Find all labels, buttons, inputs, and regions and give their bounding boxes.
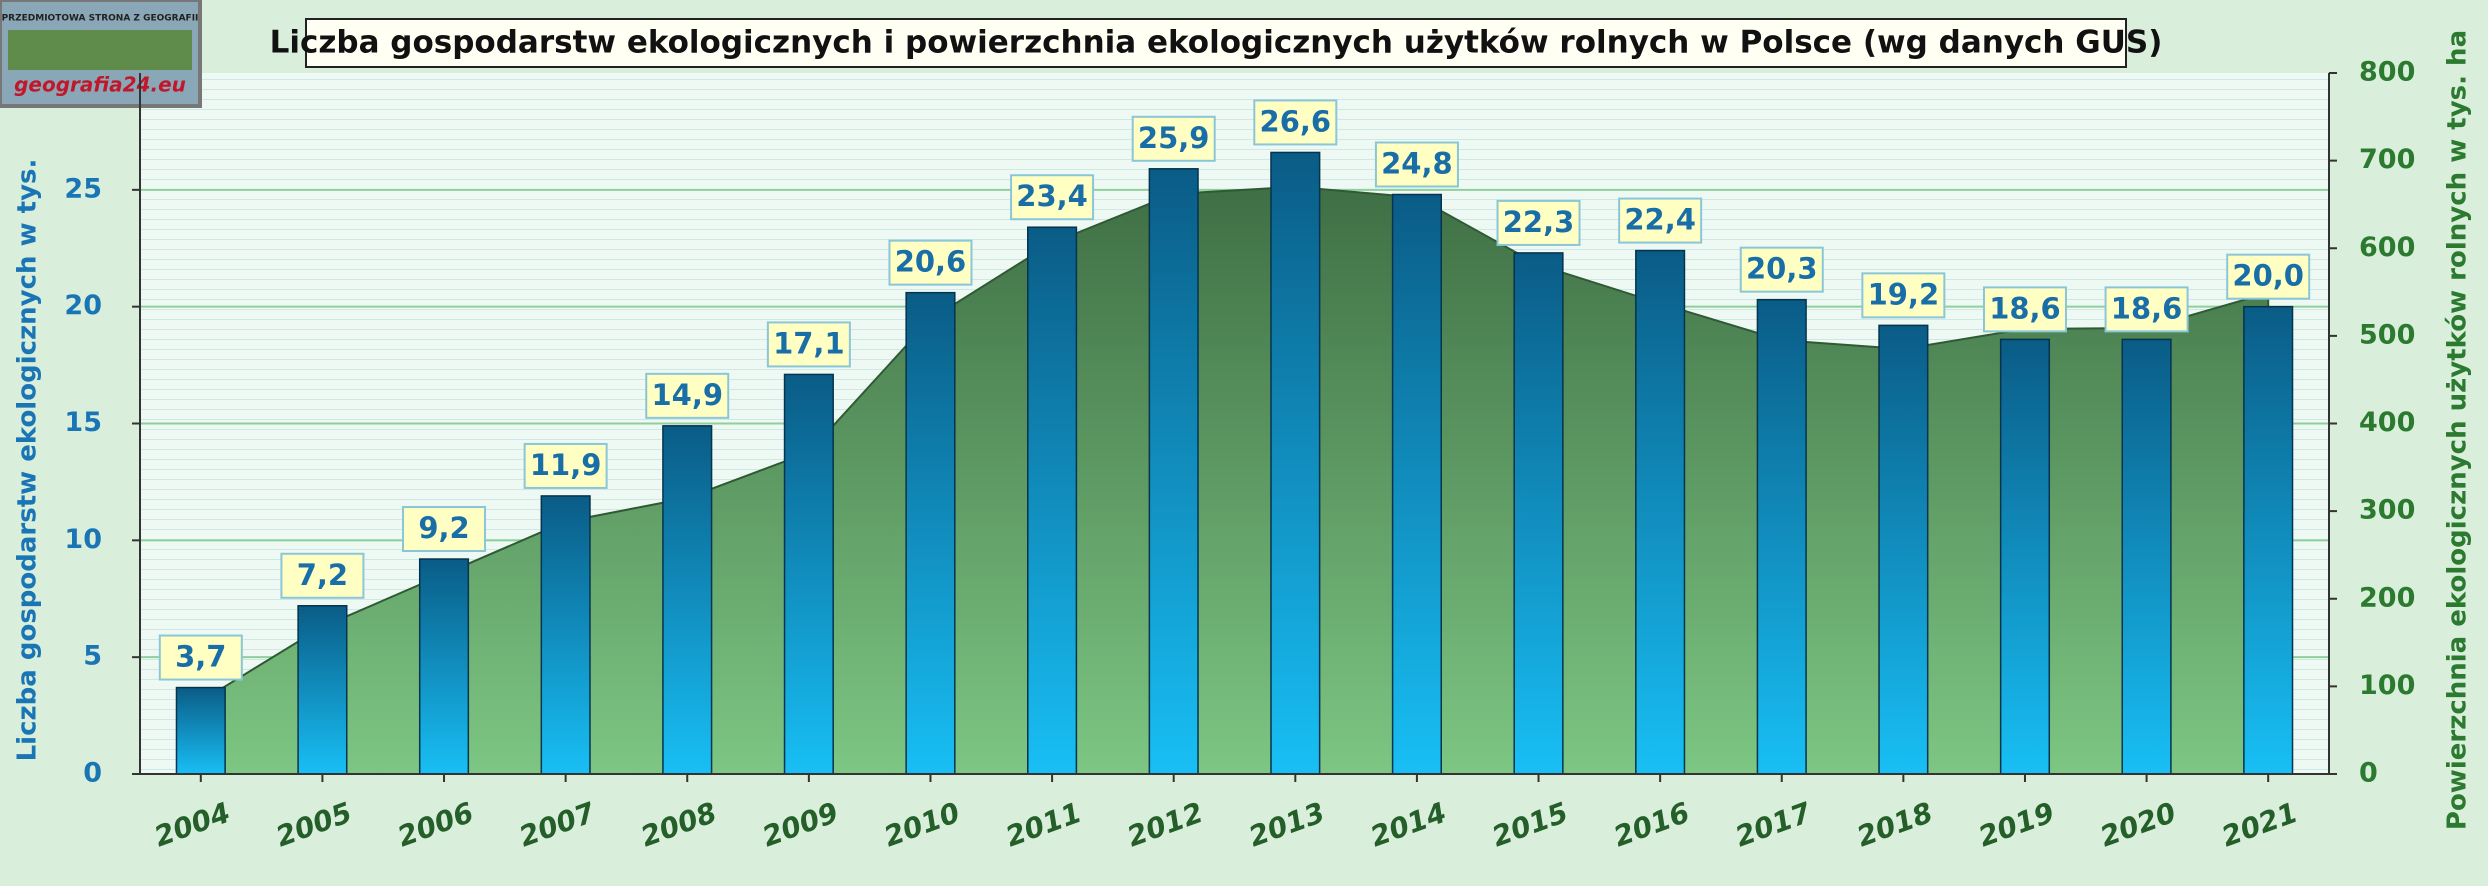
data-label: 25,9 <box>1138 121 1210 155</box>
data-label-box <box>766 321 851 368</box>
data-label: 7,2 <box>297 558 348 592</box>
y-tick-label: 0 <box>83 758 102 789</box>
bar <box>1270 151 1321 775</box>
bar <box>1878 324 1929 775</box>
bar <box>1999 338 2051 775</box>
bar <box>1756 298 1807 775</box>
data-label-box <box>1253 99 1338 146</box>
bar <box>2243 305 2294 775</box>
bar <box>2121 338 2172 775</box>
data-label: 22,4 <box>1624 203 1696 237</box>
data-label: 18,6 <box>2111 291 2183 325</box>
title-box <box>305 18 2127 68</box>
data-label-box <box>645 372 730 419</box>
y2-tick-label: 800 <box>2359 57 2415 88</box>
bar <box>175 686 226 775</box>
bar <box>1027 226 1078 775</box>
bar <box>662 425 713 775</box>
bar <box>297 605 348 775</box>
data-label-box <box>158 634 243 681</box>
data-label-box <box>280 552 365 599</box>
bar <box>418 558 470 775</box>
data-label-box <box>1131 115 1216 162</box>
y2-tick-label: 500 <box>2359 319 2415 350</box>
data-label-box <box>2104 286 2189 333</box>
bar <box>1148 168 1199 775</box>
data-label-box <box>1010 174 1095 221</box>
y2-tick-label: 100 <box>2359 670 2415 701</box>
data-label: 20,0 <box>2232 259 2304 293</box>
y2-axis-label: Powierzchnia ekologicznych użytków rolny… <box>2443 30 2473 830</box>
bar <box>783 373 834 775</box>
data-label: 22,3 <box>1503 205 1575 239</box>
data-label: 20,3 <box>1746 252 1818 286</box>
y-tick-label: 15 <box>64 407 102 438</box>
data-label: 9,2 <box>418 511 469 545</box>
y-axis-label: Liczba gospodarstw ekologicznych w tys. <box>13 159 43 762</box>
y2-tick-label: 400 <box>2359 407 2415 438</box>
data-label-box <box>1618 197 1703 244</box>
y-tick-label: 10 <box>64 524 102 555</box>
data-label-box <box>888 239 973 286</box>
data-label: 24,8 <box>1381 147 1453 181</box>
data-label: 26,6 <box>1260 104 1332 138</box>
data-label: 3,7 <box>175 640 226 674</box>
data-label: 17,1 <box>773 326 845 360</box>
data-label: 20,6 <box>895 245 967 279</box>
data-label: 23,4 <box>1016 179 1088 213</box>
bar <box>1635 249 1686 775</box>
data-label: 18,6 <box>1989 291 2061 325</box>
data-label-box <box>1496 199 1581 246</box>
bar <box>1513 252 1564 775</box>
y-tick-label: 5 <box>83 641 102 672</box>
data-label: 14,9 <box>651 378 723 412</box>
logo-text: geografia24.eu <box>14 73 186 97</box>
data-label-box <box>1374 141 1459 188</box>
y2-tick-label: 200 <box>2359 582 2415 613</box>
chart-title: Liczba gospodarstw ekologicznych i powie… <box>270 25 2163 61</box>
data-label-box <box>1861 272 1946 319</box>
logo: PRZEDMIOTOWA STRONA Z GEOGRAFII geografi… <box>0 0 202 108</box>
logo-caption: PRZEDMIOTOWA STRONA Z GEOGRAFII <box>2 14 199 24</box>
y2-tick-label: 300 <box>2359 495 2415 526</box>
data-label-box <box>523 442 608 489</box>
y2-tick-label: 0 <box>2359 758 2378 789</box>
data-label-box <box>1982 286 2067 333</box>
y-tick-label: 20 <box>64 290 102 321</box>
y2-tick-label: 700 <box>2359 144 2415 175</box>
data-label-box <box>402 506 487 553</box>
data-label-box <box>2226 253 2311 300</box>
bar <box>1391 193 1442 775</box>
bar <box>905 291 956 775</box>
data-label: 11,9 <box>530 448 602 482</box>
bar <box>540 495 591 775</box>
data-label-box <box>1739 246 1824 293</box>
data-label: 19,2 <box>1868 277 1940 311</box>
y2-tick-label: 600 <box>2359 232 2415 263</box>
y-tick-label: 25 <box>64 173 102 204</box>
logo-image <box>8 30 192 70</box>
